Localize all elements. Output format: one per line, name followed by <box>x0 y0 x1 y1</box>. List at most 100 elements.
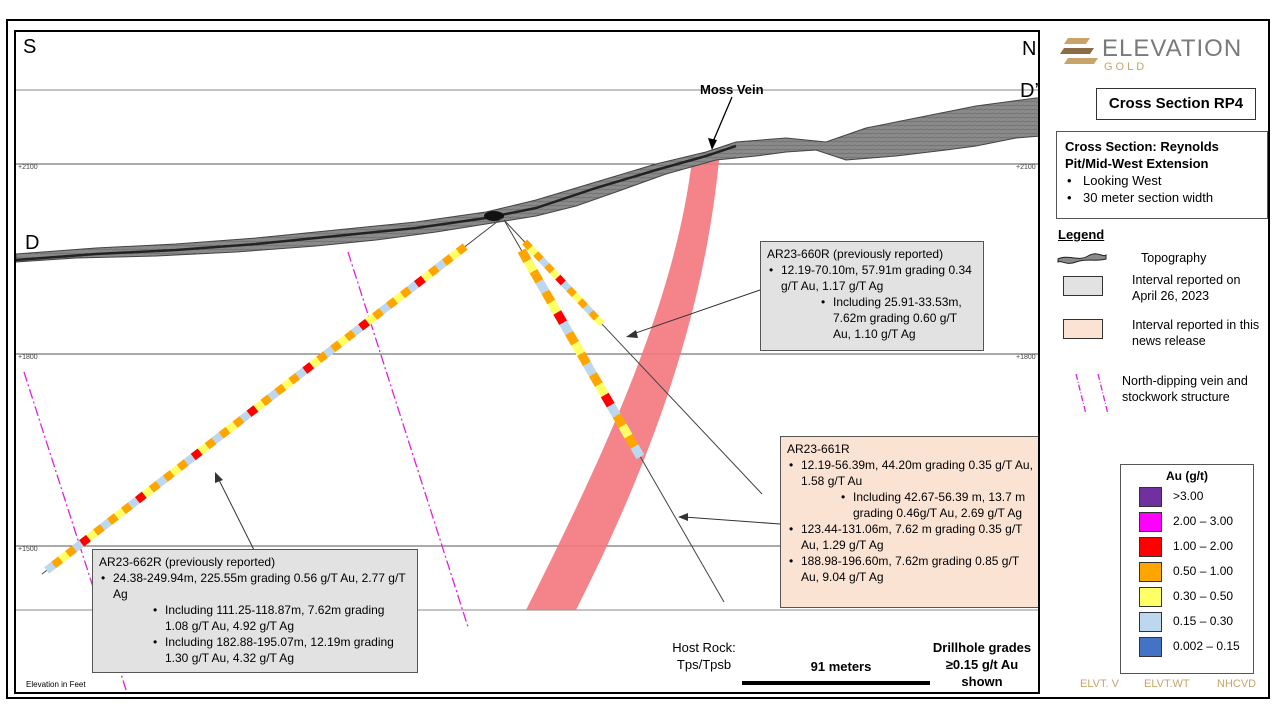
hole-662r-grade-interval <box>44 561 57 574</box>
au-bin-label: >3.00 <box>1173 489 1204 503</box>
leader-662-head <box>215 472 223 483</box>
hole-662r-grade-interval <box>225 421 238 434</box>
hole-662r-grade-interval <box>162 470 175 482</box>
cross-section-title: Cross Section RP4 <box>1096 88 1256 120</box>
scale-label: 91 meters <box>810 659 872 674</box>
hole-660r-grade-interval <box>577 298 589 309</box>
hole-660r-grade-interval <box>571 292 583 304</box>
section-point-d: D <box>25 232 40 254</box>
hole-660r-grade-interval <box>522 239 533 251</box>
hole-662r-grade-interval <box>379 302 391 315</box>
hole-662r-grade-interval <box>99 518 112 531</box>
hole-662r-grade-interval <box>260 394 273 407</box>
hole-662r-grade-interval <box>72 540 84 553</box>
elevation-label-1800-right: +1800 <box>1016 354 1036 361</box>
hole-662r-grade-interval <box>427 264 440 277</box>
hole-661r-grade-interval <box>583 361 597 377</box>
callout-661-item: 123.44-131.06m, 7.62 m grading 0.35 g/T … <box>789 521 1035 553</box>
hole-661r-grade-interval <box>577 351 591 367</box>
logo-wordmark: ELEVATION <box>1102 35 1243 62</box>
hole-662r-grade-interval <box>441 254 454 266</box>
hole-662r-grade-interval <box>399 286 412 299</box>
hole-661r-grade-interval <box>565 330 579 346</box>
elevation-label-1800-left: +1800 <box>18 354 38 361</box>
footer-code-wt: ELVT.WT <box>1144 678 1190 690</box>
hole-662r-grade-interval <box>120 502 133 515</box>
au-bin-swatch <box>1139 612 1162 632</box>
au-bin-swatch <box>1139 562 1162 582</box>
moss-vein-arrowhead <box>708 138 717 150</box>
hole-662r-grade-interval <box>127 497 140 509</box>
hole-662r-grade-interval <box>295 367 308 380</box>
callout-ar23-662r: AR23-662R (previously reported) 24.38-24… <box>92 549 418 673</box>
topography-legend-icon <box>1057 253 1107 264</box>
hole-662r-grade-interval <box>86 529 98 542</box>
elevation-label-2100-right: +2100 <box>1016 164 1036 171</box>
hole-662r-grade-interval <box>365 313 377 326</box>
vein-structure-mid <box>347 251 469 628</box>
hole-662r-grade-interval <box>148 480 161 493</box>
hole-660r-grade-interval <box>533 251 544 262</box>
logo-subword: GOLD <box>1104 61 1148 73</box>
hole-662r-grade-interval <box>190 448 203 461</box>
callout-660-title: AR23-660R (previously reported) <box>767 247 944 261</box>
hole-662r-grade-interval <box>58 551 70 563</box>
callout-ar23-661r: AR23-661R 12.19-56.39m, 44.20m grading 0… <box>780 436 1038 608</box>
callout-ar23-660r: AR23-660R (previously reported) 12.19-70… <box>760 241 984 351</box>
host-rock-label: Host Rock: Tps/Tpsb <box>672 640 736 672</box>
hole-662r-grade-interval <box>448 248 461 261</box>
moss-vein-arrow <box>711 96 733 145</box>
hole-661r-grade-interval <box>624 433 639 449</box>
leader-662 <box>217 477 255 551</box>
hole-660r-grade-interval <box>549 268 561 280</box>
hole-662r-grade-interval <box>316 351 329 364</box>
legend-peach-swatch <box>1063 319 1103 339</box>
hole-662r-grade-interval <box>351 324 363 337</box>
hole-661r-grade-interval <box>588 372 603 387</box>
hole-661r-grade-interval <box>529 268 544 284</box>
hole-661r-grade-interval <box>523 258 538 274</box>
callout-662-subitem: Including 111.25-118.87m, 7.62m grading … <box>113 602 411 634</box>
hole-661r-grade-interval <box>541 289 556 305</box>
callout-660-item: 12.19-70.10m, 57.91m grading 0.34 g/T Au… <box>769 262 977 294</box>
hole-661r-grade-interval <box>618 423 633 439</box>
hole-660r-grade-interval <box>593 315 605 327</box>
hole-660r-grade-interval <box>527 245 539 257</box>
legend-news-label: Interval reported in this news release <box>1132 318 1260 348</box>
hole-662r-grade-interval <box>413 275 426 288</box>
section-info-item: • 30 meter section width <box>1067 190 1214 205</box>
hole-660r-grade-interval <box>538 257 550 268</box>
hole-661r-grade-interval <box>571 341 585 356</box>
au-bin-label: 0.002 – 0.15 <box>1173 639 1240 653</box>
hole-662r-grade-interval <box>337 335 350 347</box>
leader-661-head <box>678 513 688 521</box>
topography-surface <box>16 97 1038 263</box>
au-bin-swatch <box>1139 587 1162 607</box>
drillholes <box>41 217 763 603</box>
hole-662r-grade-interval <box>176 459 189 472</box>
legend-title: Legend <box>1058 227 1105 242</box>
hole-662r-grade-interval <box>358 318 370 331</box>
section-info-heading: Cross Section: Reynolds Pit/Mid-West Ext… <box>1065 139 1219 171</box>
hole-660r-grade-interval <box>582 304 594 315</box>
logo-mark-icon <box>1060 38 1098 64</box>
au-bin-label: 0.50 – 1.00 <box>1173 564 1234 578</box>
hole-662r-grade-interval <box>197 443 210 455</box>
legend-apr26-label: Interval reported on April 26, 2023 <box>1132 273 1241 303</box>
callout-660-subitem: Including 25.91-33.53m, 7.62m grading 0.… <box>781 294 977 342</box>
hole-662r-grade-interval <box>406 281 419 293</box>
hole-662r-grade-interval <box>141 486 154 499</box>
hole-662r-grade-interval <box>239 410 252 423</box>
topography-profile <box>16 144 737 262</box>
moss-vein-band <box>526 160 719 610</box>
hole-660r-grade-interval <box>566 286 577 298</box>
hole-662r-grade-interval <box>211 432 224 445</box>
au-bin-label: 0.30 – 0.50 <box>1173 589 1234 603</box>
hole-660r-grade-interval <box>544 263 555 274</box>
grades-note: Drillhole grades ≥0.15 g/t Au shown <box>932 640 1032 689</box>
hole-662r-grade-interval <box>434 259 447 272</box>
elevation-label-2100-left: +2100 <box>18 164 38 171</box>
callout-662-title: AR23-662R (previously reported) <box>99 555 276 569</box>
section-info-item: • Looking West <box>1067 173 1162 188</box>
hole-661r-grade-interval <box>630 444 645 460</box>
